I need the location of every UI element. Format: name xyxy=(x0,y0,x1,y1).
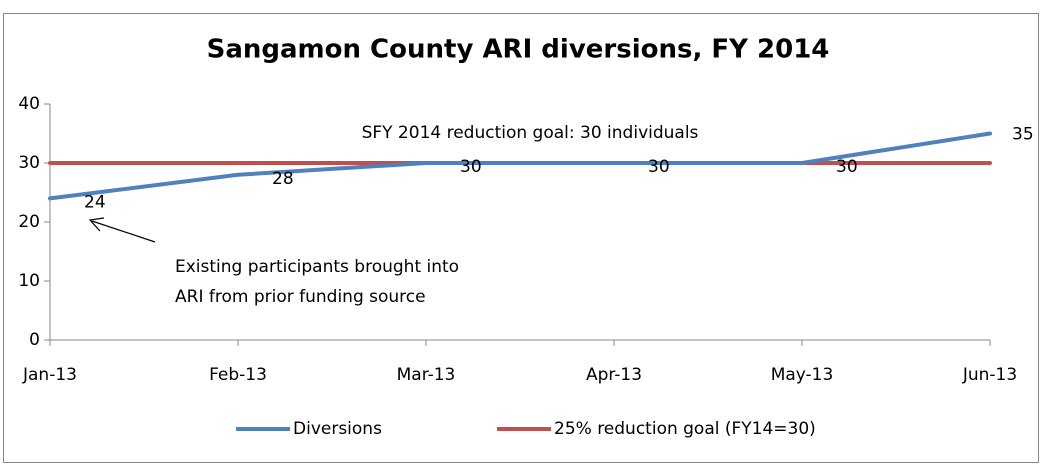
data-label: 30 xyxy=(648,157,670,177)
annotation: ARI from prior funding source xyxy=(175,287,426,307)
x-tick-label: Feb-13 xyxy=(209,365,267,385)
data-label: 24 xyxy=(84,192,106,212)
y-tick-label: 10 xyxy=(18,271,40,291)
x-tick-label: Jun-13 xyxy=(962,365,1017,385)
legend-label: Diversions xyxy=(293,419,382,439)
annotation-arrow xyxy=(91,220,156,243)
data-label: 35 xyxy=(1012,125,1034,145)
x-tick-label: Apr-13 xyxy=(586,365,642,385)
y-tick-label: 40 xyxy=(18,94,40,114)
x-tick-label: Mar-13 xyxy=(397,365,456,385)
annotation-arrowhead xyxy=(88,217,105,232)
x-tick-label: Jan-13 xyxy=(22,365,77,385)
chart-title: Sangamon County ARI diversions, FY 2014 xyxy=(207,35,830,65)
y-tick-label: 20 xyxy=(18,212,40,232)
y-tick-label: 0 xyxy=(29,330,40,350)
series-line xyxy=(48,131,992,201)
annotation: SFY 2014 reduction goal: 30 individuals xyxy=(362,123,699,143)
legend-label: 25% reduction goal (FY14=30) xyxy=(554,419,816,439)
chart-frame xyxy=(3,13,1039,463)
y-tick-label: 30 xyxy=(18,153,40,173)
x-tick-label: May-13 xyxy=(771,365,834,385)
data-label: 30 xyxy=(836,157,858,177)
annotation: Existing participants brought into xyxy=(175,257,459,277)
data-label: 30 xyxy=(460,157,482,177)
data-label: 28 xyxy=(272,169,294,189)
